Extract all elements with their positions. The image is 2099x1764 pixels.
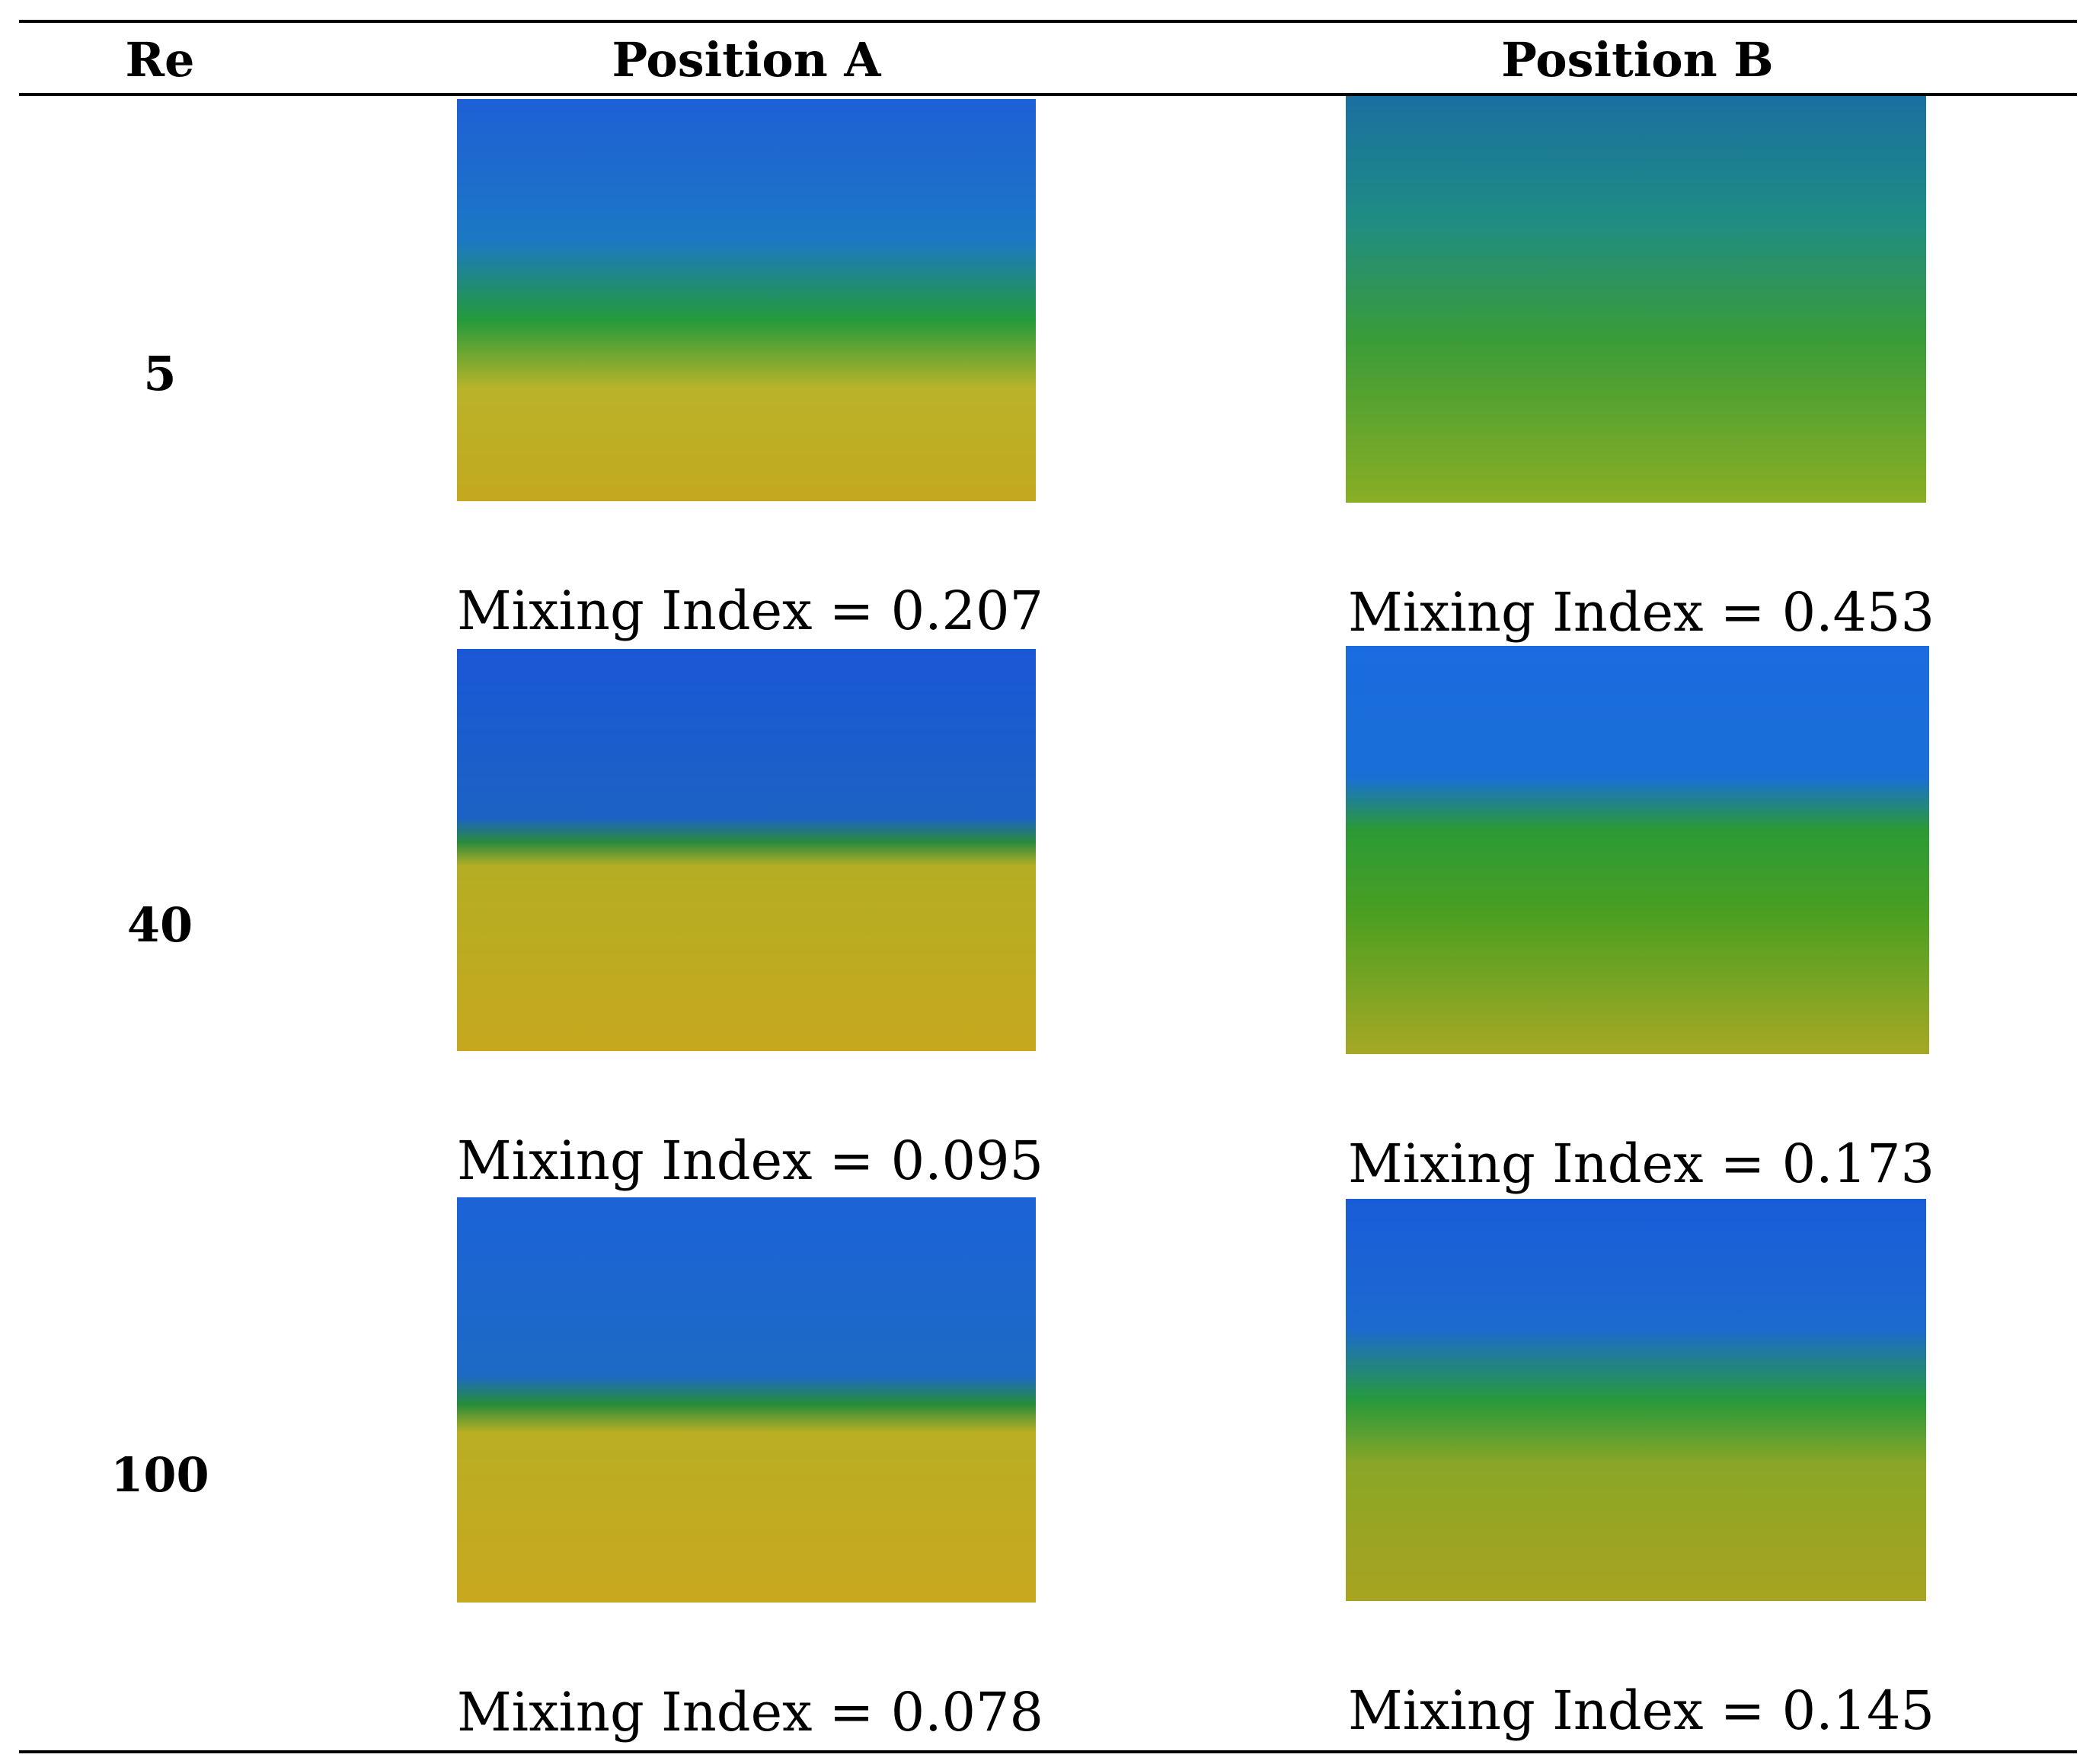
row-re-40: 40 [126,897,193,953]
caption-re5-position-a: Mixing Index = 0.207 [457,580,1044,642]
mixing-image-re5-position-a [457,99,1036,501]
caption-re5-position-b: Mixing Index = 0.453 [1348,581,1935,644]
caption-re40-position-b: Mixing Index = 0.173 [1348,1133,1935,1195]
mixing-image-re100-position-a [457,1197,1036,1603]
caption-re40-position-a: Mixing Index = 0.095 [457,1130,1044,1192]
table-bottom-rule [19,1750,2077,1753]
mixing-image-re5-position-b [1346,96,1926,503]
mixing-image-re100-position-b [1346,1199,1926,1601]
row-re-100: 100 [110,1447,209,1503]
mixing-image-re40-position-b [1346,646,1929,1054]
caption-re100-position-b: Mixing Index = 0.145 [1348,1679,1935,1742]
caption-re100-position-a: Mixing Index = 0.078 [457,1681,1044,1743]
table-top-rule [19,20,2077,23]
mixing-image-re40-position-a [457,649,1036,1051]
header-position-b: Position B [1501,32,1774,88]
row-re-5: 5 [143,346,177,401]
table-header-rule [19,93,2077,96]
header-re: Re [125,32,195,88]
header-position-a: Position A [612,32,881,88]
